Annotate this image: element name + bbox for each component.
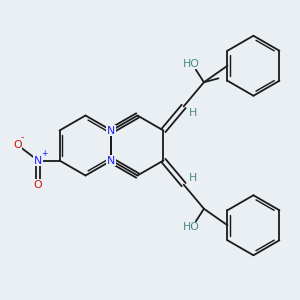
Text: +: + xyxy=(41,148,48,158)
Text: N: N xyxy=(107,125,115,136)
Text: N: N xyxy=(34,155,42,166)
Text: H: H xyxy=(189,108,197,118)
Text: H: H xyxy=(189,173,197,183)
Text: O: O xyxy=(34,179,42,190)
Text: -: - xyxy=(21,133,24,142)
Text: N: N xyxy=(107,155,115,166)
Text: HO: HO xyxy=(183,222,200,233)
Text: O: O xyxy=(13,140,22,150)
Text: HO: HO xyxy=(183,58,200,69)
